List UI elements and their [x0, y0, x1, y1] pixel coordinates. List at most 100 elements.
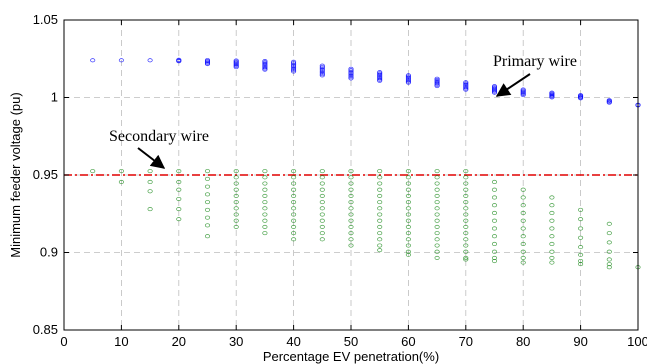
data-point [204, 192, 211, 197]
x-tick-label: 0 [60, 334, 67, 349]
data-point [578, 207, 584, 212]
data-point [549, 226, 555, 231]
data-point [291, 181, 297, 186]
data-point [262, 181, 268, 186]
data-point [262, 193, 268, 198]
data-point [233, 212, 239, 217]
data-point [463, 206, 469, 211]
data-point [291, 169, 297, 174]
data-point [176, 179, 182, 185]
data-point [319, 181, 325, 186]
data-point [262, 67, 268, 72]
data-point [434, 237, 440, 242]
data-point [434, 175, 440, 180]
data-point [520, 260, 526, 265]
data-point [118, 58, 124, 63]
data-point [377, 193, 383, 198]
data-point [491, 226, 498, 231]
data-point [549, 203, 555, 208]
data-point [434, 187, 440, 192]
data-point [491, 218, 498, 223]
data-point [348, 69, 354, 74]
data-point [348, 243, 354, 248]
data-point [463, 231, 469, 236]
data-point [606, 100, 612, 105]
data-point [348, 70, 354, 76]
data-point [434, 224, 440, 229]
data-point [405, 187, 411, 192]
data-point [377, 212, 383, 217]
data-point [520, 187, 526, 192]
data-point [491, 187, 498, 192]
data-point [147, 189, 153, 194]
data-point [520, 234, 526, 239]
data-point [204, 200, 211, 205]
y-tick-label: 0.9 [40, 245, 58, 260]
data-point [319, 231, 325, 236]
data-point [463, 181, 469, 186]
data-point [147, 169, 153, 174]
data-point [549, 249, 555, 254]
data-point [377, 187, 383, 192]
data-point [291, 61, 297, 66]
data-point [463, 243, 469, 248]
data-point [520, 203, 526, 208]
data-point [377, 181, 383, 186]
data-point [520, 218, 526, 223]
data-point [434, 243, 440, 248]
data-point [434, 212, 440, 217]
data-point [405, 175, 411, 180]
data-point [377, 243, 383, 248]
data-point [377, 248, 383, 253]
data-point [463, 193, 469, 198]
data-point [520, 241, 526, 247]
data-point [291, 62, 297, 67]
data-point [262, 175, 268, 180]
data-point [606, 240, 612, 245]
data-point [319, 175, 325, 180]
data-point [578, 262, 584, 267]
data-point [233, 200, 239, 205]
data-point [291, 59, 297, 64]
data-point [291, 206, 297, 211]
y-tick-labels: 0.85 0.9 0.95 1 1.05 [33, 12, 58, 337]
data-point [204, 176, 211, 181]
data-point [348, 193, 354, 198]
data-point [291, 65, 297, 70]
data-point [377, 76, 383, 81]
x-tick-label: 70 [459, 334, 473, 349]
data-point [233, 224, 239, 229]
data-point [434, 200, 440, 205]
data-point [377, 169, 383, 174]
data-point [405, 218, 411, 223]
data-point [520, 255, 526, 260]
data-point [405, 231, 411, 236]
data-point [348, 237, 354, 242]
data-point [606, 257, 612, 262]
data-point [578, 235, 584, 240]
data-point [549, 234, 555, 239]
data-point [491, 203, 498, 208]
data-point [291, 175, 297, 180]
data-point [204, 169, 211, 174]
data-point [204, 61, 211, 67]
annotation-secondary-wire: Secondary wire [109, 128, 209, 145]
data-point [405, 181, 411, 186]
data-point [405, 212, 411, 217]
x-tick-label: 10 [114, 334, 128, 349]
data-point [176, 207, 182, 212]
data-point [118, 179, 124, 185]
data-point [463, 249, 469, 254]
data-point [549, 95, 555, 100]
data-point [262, 212, 268, 217]
data-point [291, 231, 297, 236]
data-point [319, 73, 325, 78]
data-point [319, 65, 325, 70]
data-point [176, 187, 182, 192]
data-point [491, 195, 498, 200]
annotation-secondary-wire-arrow [137, 147, 166, 169]
data-point [377, 218, 383, 223]
data-point [319, 169, 325, 174]
data-point [147, 58, 153, 63]
